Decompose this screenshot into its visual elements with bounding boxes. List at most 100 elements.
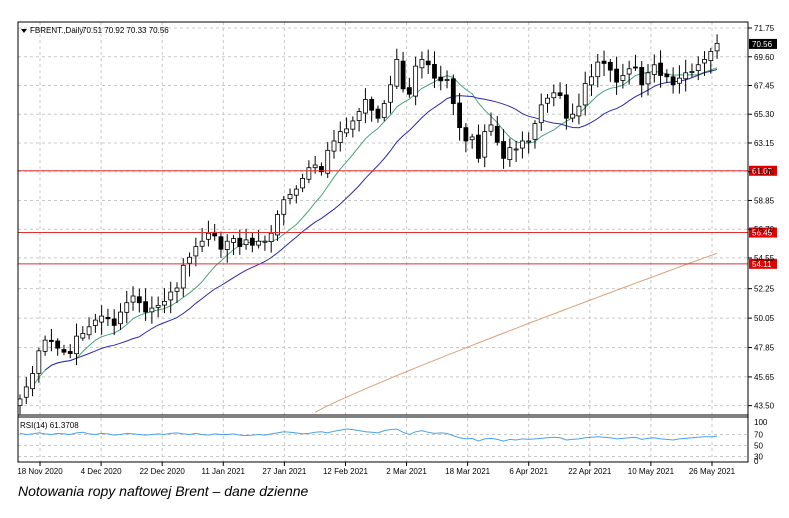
- candle: [476, 124, 481, 163]
- candle-body: [155, 304, 161, 308]
- candle-body: [80, 333, 86, 339]
- candle-body: [702, 59, 707, 64]
- rsi-label: RSI(14) 61.3708: [20, 421, 79, 430]
- candle-body: [457, 102, 463, 129]
- x-tick-label: 6 Apr 2021: [509, 467, 548, 476]
- candle-body: [325, 149, 331, 174]
- candle: [469, 133, 475, 149]
- candle: [394, 48, 400, 90]
- horizontal-levels: 61.07 56.45 54.11 70.56: [18, 38, 777, 269]
- candle-body: [187, 256, 192, 264]
- candle-body: [262, 240, 268, 243]
- candle: [249, 232, 255, 253]
- candle: [419, 51, 425, 79]
- candle-body: [520, 140, 525, 149]
- candle: [49, 328, 54, 352]
- level-tag: [749, 227, 777, 238]
- candle-body: [589, 76, 594, 86]
- candle: [406, 77, 412, 98]
- candle: [551, 84, 557, 107]
- y-tick-label: 71.75: [754, 24, 775, 33]
- candle: [438, 65, 444, 91]
- candle: [526, 132, 532, 154]
- candle-body: [689, 71, 695, 73]
- candle: [155, 296, 161, 318]
- candle: [231, 235, 236, 255]
- candle-body: [67, 351, 73, 354]
- candle: [482, 124, 488, 168]
- candle-body: [444, 79, 450, 81]
- candle: [243, 228, 249, 250]
- candle-body: [23, 386, 29, 398]
- candle-body: [607, 61, 613, 71]
- candle-body: [275, 214, 280, 236]
- candle: [162, 288, 167, 314]
- candle: [42, 335, 48, 356]
- x-tick-label: 26 May 2021: [689, 467, 736, 476]
- candle: [381, 100, 387, 122]
- candle-body: [570, 113, 576, 119]
- candle-body: [61, 349, 67, 353]
- y-tick-label: 47.85: [754, 343, 775, 352]
- y-tick-label: 52.25: [754, 285, 775, 294]
- candle: [620, 63, 626, 89]
- candle-body: [205, 232, 211, 240]
- candle: [275, 210, 280, 241]
- symbol-dropdown-icon[interactable]: [21, 29, 27, 33]
- candle-body: [344, 128, 349, 134]
- rsi-tick-label: 70: [754, 431, 763, 440]
- candle-body: [406, 87, 412, 95]
- rsi-tick-label: 100: [754, 418, 768, 427]
- candle: [80, 326, 86, 341]
- candle-body: [350, 120, 356, 130]
- candle: [425, 49, 431, 74]
- candle-body: [714, 42, 720, 52]
- candle-body: [563, 94, 569, 119]
- candle-body: [614, 68, 619, 83]
- candle-body: [545, 97, 550, 104]
- candle-body: [92, 319, 98, 326]
- candle-body: [576, 105, 582, 117]
- candle: [287, 188, 293, 205]
- candle: [413, 56, 419, 106]
- candle-body: [174, 287, 180, 292]
- candle: [626, 60, 632, 85]
- candle: [520, 131, 525, 159]
- candle-body: [432, 63, 437, 79]
- x-tick-label: 18 Mar 2021: [445, 467, 490, 476]
- y-tick-label: 43.50: [754, 402, 775, 411]
- candle-body: [224, 240, 230, 250]
- candle-body: [639, 67, 645, 86]
- candle-body: [118, 311, 123, 325]
- candle: [457, 92, 463, 141]
- candle-body: [482, 131, 488, 158]
- candle: [356, 108, 362, 132]
- x-tick-label: 2 Mar 2021: [386, 467, 427, 476]
- y-tick-label: 45.65: [754, 373, 775, 382]
- chart-header: FBRENT.,Daily 70.51 70.92 70.33 70.56: [21, 26, 169, 35]
- candle-body: [162, 300, 167, 306]
- candle-body: [149, 307, 155, 313]
- candle-body: [74, 335, 79, 355]
- candle-body: [281, 199, 287, 215]
- candle: [708, 47, 714, 74]
- candle-body: [86, 326, 92, 336]
- candle: [432, 51, 437, 89]
- candle: [494, 115, 500, 146]
- candle: [344, 117, 349, 137]
- candle-body: [49, 339, 54, 342]
- candle: [651, 54, 657, 83]
- candle-body: [306, 167, 312, 180]
- x-tick-label: 18 Nov 2020: [17, 467, 63, 476]
- y-tick-label: 63.15: [754, 139, 775, 148]
- x-tick-label: 27 Jan 2021: [262, 467, 307, 476]
- candle-body: [469, 136, 475, 141]
- candle-body: [337, 131, 343, 143]
- candle-body: [312, 164, 318, 169]
- candle: [670, 67, 676, 94]
- candle-body: [400, 60, 406, 90]
- candle-body: [670, 76, 676, 86]
- candle-body: [633, 66, 638, 69]
- time-axis: 18 Nov 2020 4 Dec 2020 22 Dec 2020 11 Jan 2…: [17, 462, 736, 476]
